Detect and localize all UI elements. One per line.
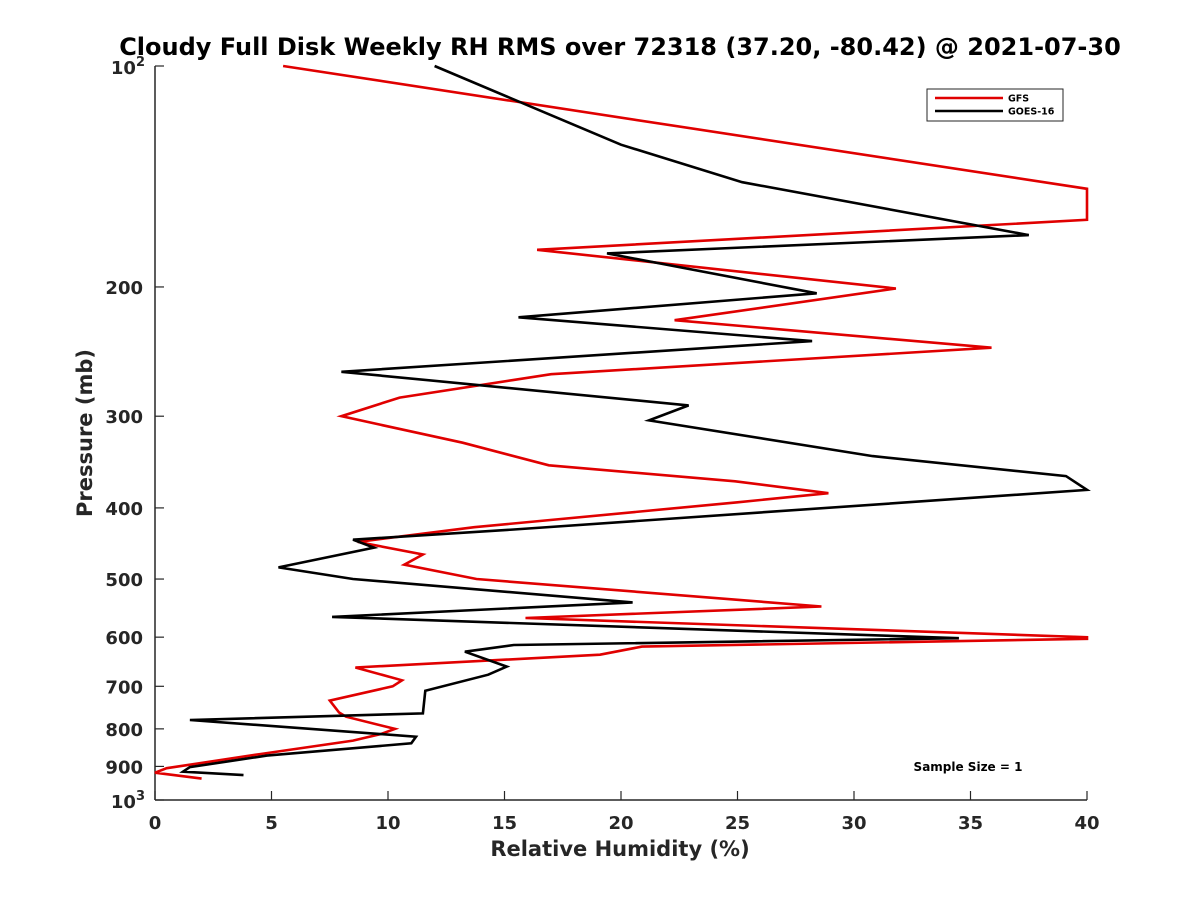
x-tick-label: 35 [958,813,983,834]
x-tick-label: 40 [1074,813,1099,834]
x-tick-label: 5 [265,813,278,834]
y-tick-label: 600 [105,628,143,649]
x-axis-label: Relative Humidity (%) [490,837,749,861]
y-axis-ticks: 200 300 400 500 600 700 800 900 102 103 [105,55,164,813]
series-line-gfs [154,64,1089,780]
series-layer [154,64,1091,780]
y-decade-label: 103 [111,789,145,813]
legend-label-goes-16: GOES-16 [1008,107,1055,118]
y-tick-label: 500 [105,570,143,591]
y-tick-label: 400 [105,499,143,520]
x-tick-label: 25 [725,813,750,834]
legend-label-gfs: GFS [1008,94,1029,105]
series-line-goes-16 [179,64,1091,777]
y-tick-label: 200 [105,278,143,299]
sample-size-annotation: Sample Size = 1 [914,760,1023,774]
legend: GFS GOES-16 [926,88,1064,122]
x-axis-ticks: 0 5 10 15 20 25 30 35 40 [149,791,1100,834]
y-tick-label: 900 [105,757,143,778]
x-tick-label: 10 [375,813,400,834]
legend-box [926,88,1064,122]
chart-title: Cloudy Full Disk Weekly RH RMS over 7231… [119,33,1121,61]
x-tick-label: 30 [841,813,866,834]
y-axis-label: Pressure (mb) [73,349,97,517]
y-tick-label: 800 [105,720,143,741]
x-tick-label: 20 [608,813,633,834]
x-tick-label: 0 [149,813,162,834]
plot-area: 0 5 10 15 20 25 30 35 40 200 300 400 500 600 700 800 90… [105,55,1099,834]
y-decade-label: 102 [111,55,145,79]
x-tick-label: 15 [492,813,517,834]
y-tick-label: 700 [105,677,143,698]
y-tick-label: 300 [105,407,143,428]
